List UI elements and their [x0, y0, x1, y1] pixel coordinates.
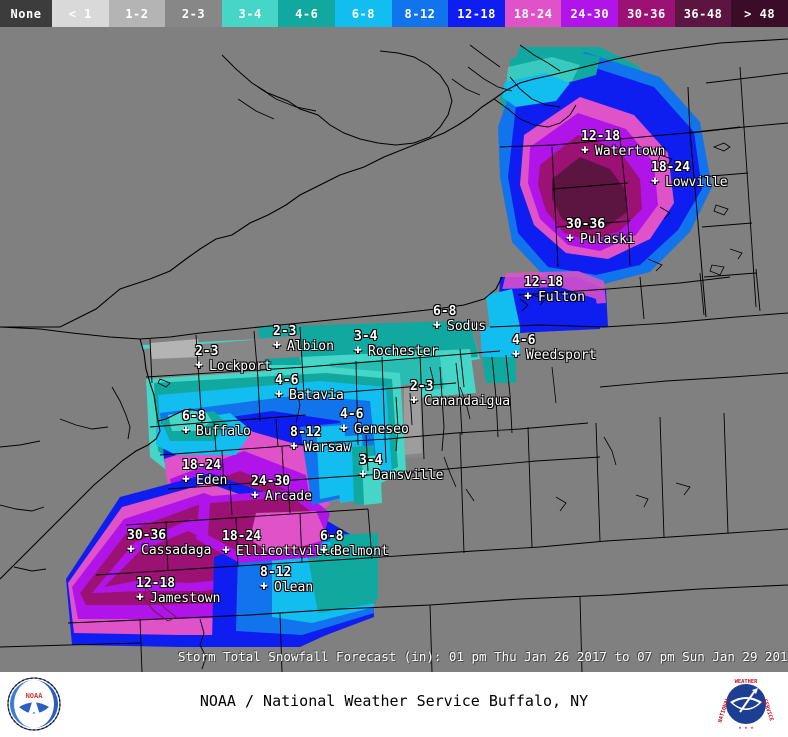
legend-cell-label: 30-36 — [627, 6, 666, 21]
legend-cell-label: 36-48 — [683, 6, 723, 21]
footer-title: NOAA / National Weather Service Buffalo,… — [199, 692, 589, 710]
legend-cell-label: 8-12 — [404, 6, 436, 21]
legend-cell-label: 4-6 — [295, 6, 319, 21]
legend-cell-48[interactable]: > 48 — [731, 0, 788, 27]
legend-cell-8-12[interactable]: 8-12 — [391, 0, 449, 27]
legend-cell-1[interactable]: < 1 — [52, 0, 109, 27]
legend-cell-label: 2-3 — [181, 6, 206, 21]
legend-cell-none[interactable]: None — [0, 0, 52, 27]
snowfall-legend: None < 1 1-2 2-3 3-4 4-6 6-8 8-12 12-18 18-24 24-3… — [0, 0, 788, 27]
forecast-caption: Storm Total Snowfall Forecast (in): 01 p… — [178, 649, 788, 664]
legend-cell-label: > 48 — [744, 6, 776, 21]
map-graphic — [0, 38, 788, 672]
nws-logo: WEATHER NATIONAL SERVICE ★ ★ ★ — [718, 679, 774, 731]
legend-cell-36-48[interactable]: 36-48 — [674, 0, 732, 27]
legend-cell-label: 1-2 — [125, 6, 149, 21]
legend-cell-label: 24-30 — [570, 6, 610, 21]
legend-cell-label: None — [10, 6, 42, 21]
forecast-map[interactable]: 12-18 ✚ Watertown 18-24 ✚ Lowville 30-36 ✚ Pulas… — [0, 27, 788, 672]
footer: NOAA NOAA / National Weather Service Buf… — [0, 672, 788, 737]
legend-cell-2-3[interactable]: 2-3 — [165, 0, 222, 27]
legend-cell-30-36[interactable]: 30-36 — [618, 0, 675, 27]
svg-text:NOAA: NOAA — [26, 692, 44, 700]
legend-cell-label: 18-24 — [513, 6, 553, 21]
legend-cell-label: < 1 — [68, 6, 92, 21]
legend-cell-12-18[interactable]: 12-18 — [448, 0, 505, 27]
legend-cell-24-30[interactable]: 24-30 — [561, 0, 619, 27]
legend-cell-6-8[interactable]: 6-8 — [335, 0, 392, 27]
noaa-logo: NOAA — [7, 677, 61, 731]
legend-cell-18-24[interactable]: 18-24 — [504, 0, 562, 27]
legend-cell-4-6[interactable]: 4-6 — [278, 0, 336, 27]
svg-text:WEATHER: WEATHER — [735, 679, 758, 685]
legend-cell-label: 3-4 — [238, 6, 262, 21]
legend-cell-3-4[interactable]: 3-4 — [221, 0, 279, 27]
legend-cell-1-2[interactable]: 1-2 — [108, 0, 166, 27]
svg-text:★ ★ ★: ★ ★ ★ — [738, 725, 753, 731]
legend-cell-label: 6-8 — [351, 6, 375, 21]
legend-cell-label: 12-18 — [457, 6, 496, 21]
